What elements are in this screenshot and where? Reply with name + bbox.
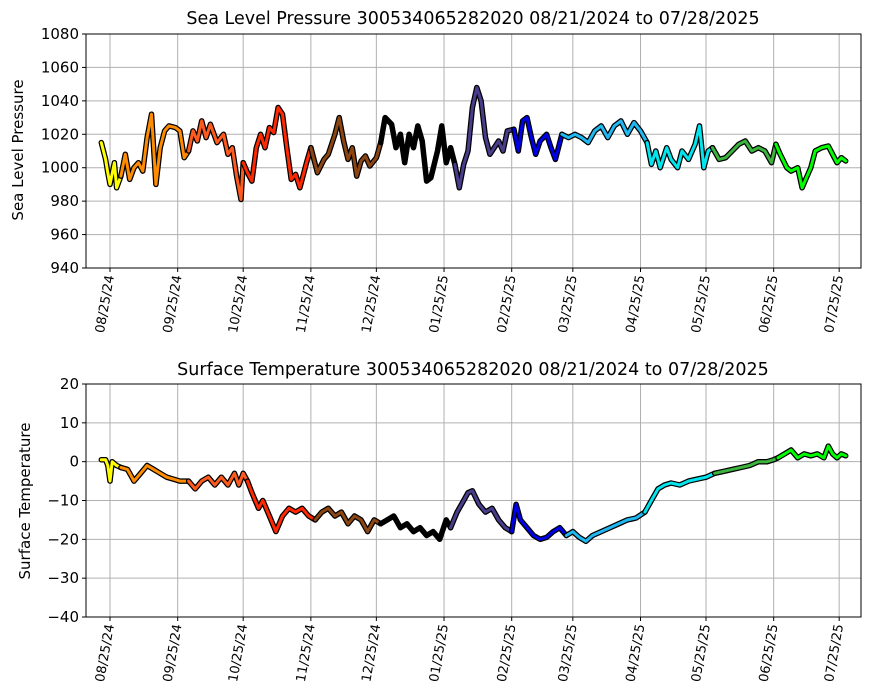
y-tick-label: 1000 — [41, 159, 79, 177]
x-ticks: 08/25/24 09/25/24 10/25/24 11/25/24 12/25/24… — [93, 617, 847, 683]
series-line — [99, 458, 123, 483]
series-line — [643, 471, 717, 514]
series-line — [510, 502, 568, 541]
series-line — [645, 124, 714, 170]
series-line-outline — [508, 501, 570, 543]
x-tick-label: 03/25/25 — [556, 274, 581, 334]
y-tick-label: 1020 — [41, 125, 79, 143]
series-line — [713, 456, 780, 475]
chart-title: Surface Temperature 300534065282020 08/2… — [177, 360, 769, 380]
x-tick-label: 06/25/25 — [757, 623, 782, 683]
x-tick-label: 02/25/25 — [495, 623, 520, 683]
grid — [86, 383, 861, 618]
series-line — [309, 116, 383, 178]
series-line — [379, 116, 457, 183]
y-ticks: 940 960 980 1000 1020 1040 1060 1080 — [41, 25, 86, 277]
x-tick-label: 10/25/24 — [226, 274, 251, 334]
x-tick-label: 07/25/25 — [822, 623, 847, 683]
x-tick-label: 01/25/25 — [427, 274, 452, 334]
series-line — [187, 471, 249, 491]
series-line — [560, 119, 649, 145]
y-tick-label: 940 — [50, 259, 79, 277]
plot-frame — [85, 33, 862, 269]
y-tick-label: 980 — [50, 192, 79, 210]
x-tick-label: 12/25/24 — [359, 274, 384, 334]
x-tick-label: 04/25/25 — [624, 274, 649, 334]
y-tick-label: 10 — [60, 414, 79, 432]
series-line — [241, 106, 313, 190]
series-line — [449, 489, 514, 534]
series-line — [313, 506, 383, 534]
y-tick-label: 1040 — [41, 92, 79, 110]
y-tick-label: 960 — [50, 226, 79, 244]
y-tick-label: −10 — [47, 492, 79, 510]
chart-temperature: Surface Temperature 300534065282020 08/2… — [16, 360, 862, 683]
y-axis-label: Surface Temperature — [16, 423, 34, 580]
x-tick-label: 05/25/25 — [689, 623, 714, 683]
x-tick-label: 03/25/25 — [556, 623, 581, 683]
chart-pressure: Sea Level Pressure 300534065282020 08/21… — [9, 9, 862, 334]
series-line — [119, 112, 191, 186]
series — [98, 84, 849, 203]
y-tick-label: 1060 — [41, 58, 79, 76]
y-tick-label: −40 — [47, 608, 79, 626]
x-tick-label: 01/25/25 — [427, 623, 452, 683]
chart-title: Sea Level Pressure 300534065282020 08/21… — [186, 9, 759, 29]
y-ticks: −40 −30 −20 −10 0 10 20 — [47, 375, 86, 626]
series — [98, 443, 849, 545]
y-tick-label: 20 — [60, 375, 79, 393]
x-tick-label: 05/25/25 — [689, 274, 714, 334]
x-tick-label: 08/25/24 — [93, 274, 118, 334]
series-line — [711, 139, 778, 165]
x-tick-label: 06/25/25 — [757, 274, 782, 334]
series-line — [187, 119, 245, 201]
series-line — [564, 510, 647, 543]
x-tick-label: 09/25/24 — [161, 623, 186, 683]
x-tick-label: 02/25/25 — [495, 274, 520, 334]
series-line — [119, 464, 191, 483]
y-tick-label: 0 — [69, 453, 79, 471]
x-tick-label: 12/25/24 — [359, 623, 384, 683]
series-line — [512, 116, 564, 161]
y-axis-label: Sea Level Pressure — [9, 79, 27, 220]
series-line — [379, 514, 453, 541]
x-tick-label: 11/25/24 — [294, 274, 319, 334]
x-tick-label: 09/25/24 — [161, 274, 186, 334]
x-ticks: 08/25/24 09/25/24 10/25/24 11/25/24 12/25/24… — [93, 268, 847, 334]
y-tick-label: 1080 — [41, 25, 79, 43]
y-tick-label: −20 — [47, 530, 79, 548]
x-tick-label: 04/25/25 — [624, 623, 649, 683]
series-line — [774, 142, 848, 190]
x-tick-label: 07/25/25 — [822, 274, 847, 334]
series-line — [453, 86, 516, 190]
x-tick-label: 10/25/24 — [226, 623, 251, 683]
series-line — [246, 479, 317, 534]
x-tick-label: 11/25/24 — [294, 623, 319, 683]
series-line — [776, 444, 848, 460]
series-line — [99, 141, 123, 190]
x-tick-label: 08/25/24 — [93, 623, 118, 683]
y-tick-label: −30 — [47, 569, 79, 587]
grid — [86, 33, 861, 269]
